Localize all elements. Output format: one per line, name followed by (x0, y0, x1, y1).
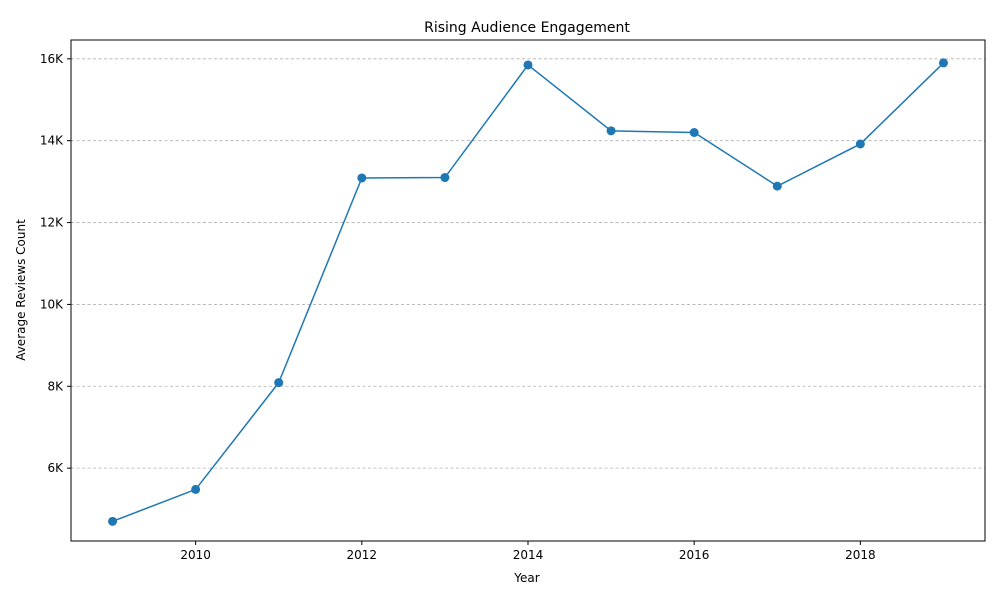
data-point (440, 173, 450, 183)
y-axis-label: Average Reviews Count (14, 219, 28, 361)
data-point (938, 58, 948, 68)
series-line (112, 62, 944, 523)
data-point (689, 128, 699, 138)
y-tick-label: 16K (40, 52, 64, 66)
y-axis-ticks: 6K 8K 10K 12K 14K 16K (40, 52, 71, 475)
data-point (357, 173, 367, 183)
data-point (772, 181, 782, 191)
data-point (191, 484, 201, 494)
data-point (855, 139, 865, 149)
series-layer (108, 58, 948, 526)
chart-title: Rising Audience Engagement (424, 20, 630, 36)
y-tick-label: 14K (40, 134, 64, 148)
data-point (606, 126, 616, 136)
x-tick-label: 2010 (180, 548, 211, 562)
x-axis-label: Year (513, 571, 539, 585)
y-tick-label: 12K (40, 216, 64, 230)
y-tick-label: 10K (40, 297, 64, 311)
x-tick-label: 2018 (845, 548, 876, 562)
y-tick-label: 8K (47, 379, 64, 393)
plot-frame (70, 39, 986, 542)
data-point (108, 516, 118, 526)
x-axis-ticks: 2010 2012 2014 2016 2018 (180, 541, 876, 562)
x-tick-label: 2014 (513, 548, 544, 562)
x-tick-label: 2012 (347, 548, 378, 562)
data-point (274, 378, 284, 388)
data-point (523, 60, 533, 70)
x-tick-label: 2016 (679, 548, 710, 562)
grid-lines (71, 58, 985, 469)
y-tick-label: 6K (47, 461, 64, 475)
